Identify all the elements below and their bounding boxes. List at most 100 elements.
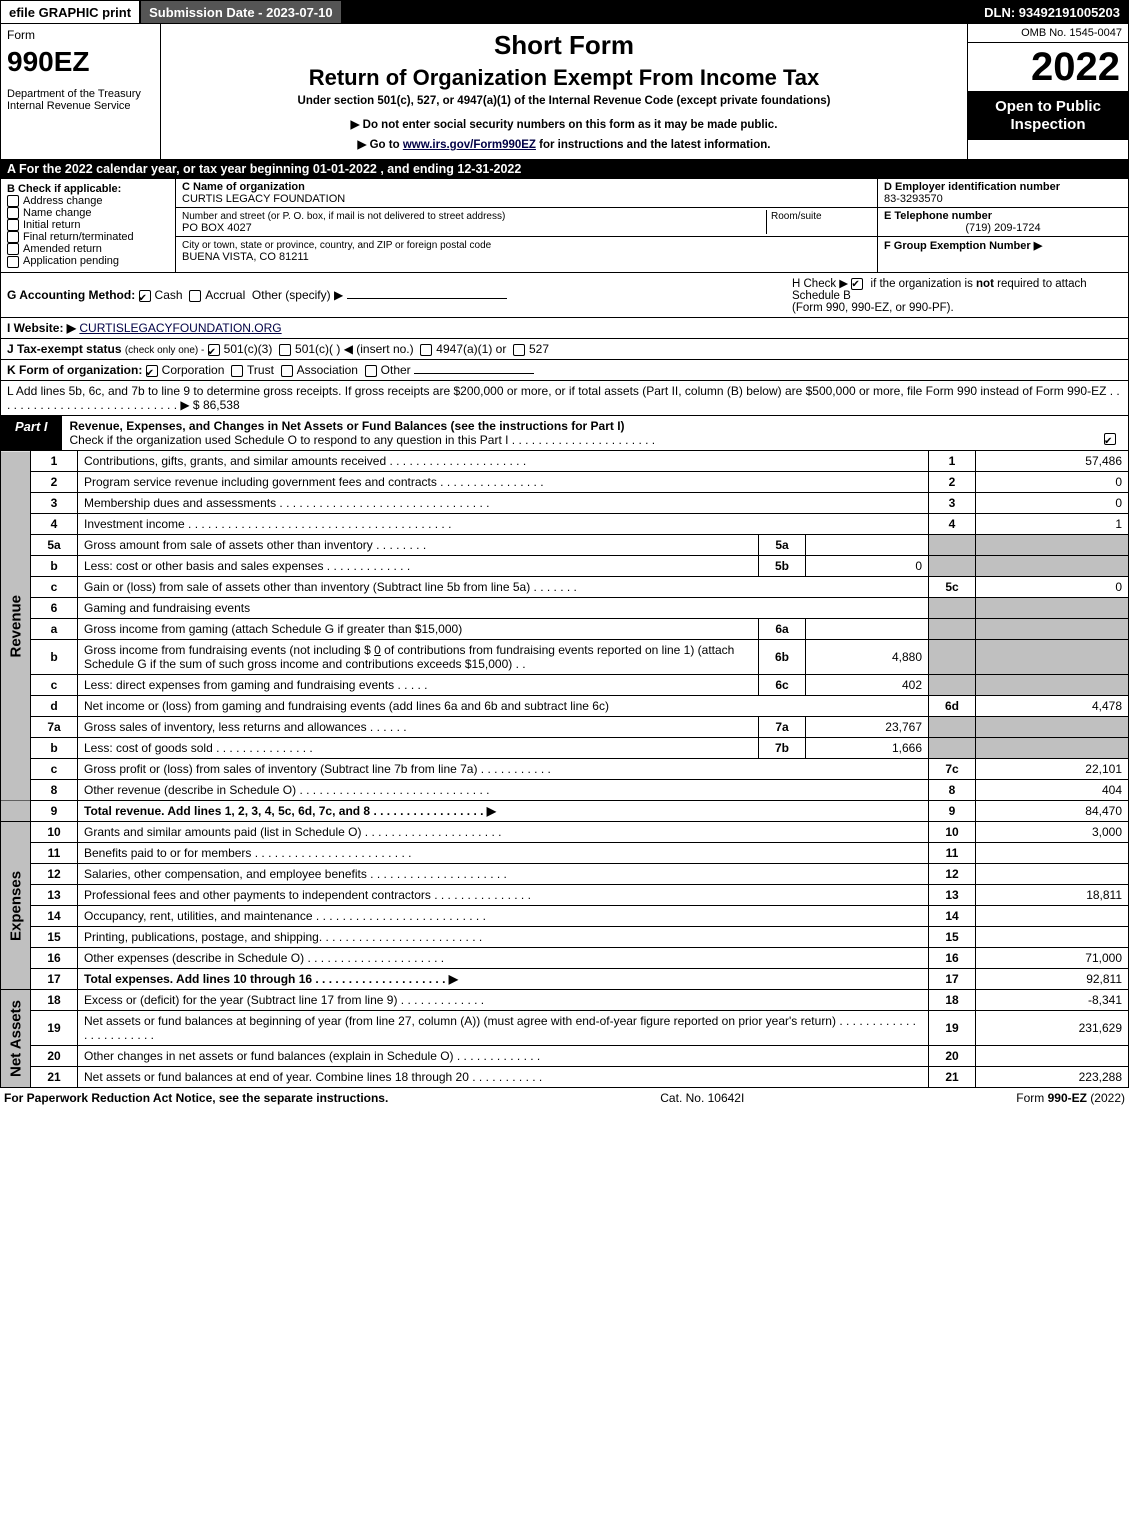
g-accounting: G Accounting Method: Cash Accrual Other …	[7, 288, 507, 302]
addr-label: Number and street (or P. O. box, if mail…	[182, 211, 505, 222]
line-14: 14Occupancy, rent, utilities, and mainte…	[1, 906, 1129, 927]
line-15: 15Printing, publications, postage, and s…	[1, 927, 1129, 948]
submission-date: Submission Date - 2023-07-10	[141, 1, 343, 23]
line-12: 12Salaries, other compensation, and empl…	[1, 864, 1129, 885]
f-label: F Group Exemption Number ▶	[884, 240, 1042, 252]
line-6c: cLess: direct expenses from gaming and f…	[1, 675, 1129, 696]
chk-other-org[interactable]	[365, 365, 377, 377]
other-specify: Other (specify) ▶	[252, 288, 343, 302]
section-bcd: B Check if applicable: Address change Na…	[0, 179, 1129, 273]
row-i: I Website: ▶ CURTISLEGACYFOUNDATION.ORG	[0, 318, 1129, 339]
part1-title: Revenue, Expenses, and Changes in Net As…	[62, 416, 1128, 450]
h-block: H Check ▶ if the organization is not req…	[792, 276, 1122, 314]
chk-initial-return[interactable]: Initial return	[7, 219, 169, 231]
line-13: 13Professional fees and other payments t…	[1, 885, 1129, 906]
chk-501c[interactable]	[279, 344, 291, 356]
top-bar-spacer	[343, 1, 977, 23]
j-small: (check only one) -	[125, 345, 204, 356]
omb: OMB No. 1545-0047	[968, 24, 1128, 43]
right-header-cell: OMB No. 1545-0047 2022 Open to Public In…	[968, 24, 1128, 159]
line-1: Revenue 1 Contributions, gifts, grants, …	[1, 451, 1129, 472]
line-19: 19Net assets or fund balances at beginni…	[1, 1011, 1129, 1046]
part1-tag: Part I	[1, 416, 62, 450]
form-word: Form	[7, 28, 154, 42]
dept-treasury: Department of the Treasury	[7, 88, 154, 100]
org-name: CURTIS LEGACY FOUNDATION	[182, 193, 345, 205]
col-b: B Check if applicable: Address change Na…	[1, 179, 176, 272]
website-link[interactable]: CURTISLEGACYFOUNDATION.ORG	[79, 321, 281, 335]
irs-link[interactable]: www.irs.gov/Form990EZ	[403, 139, 536, 151]
chk-501c3[interactable]	[208, 344, 220, 356]
part1-header: Part I Revenue, Expenses, and Changes in…	[0, 416, 1129, 451]
ein: 83-3293570	[884, 193, 943, 205]
room-label: Room/suite	[771, 211, 822, 222]
row-a: A For the 2022 calendar year, or tax yea…	[0, 160, 1129, 179]
city-label: City or town, state or province, country…	[182, 240, 491, 251]
footer-left: For Paperwork Reduction Act Notice, see …	[4, 1091, 388, 1105]
line-8: 8Other revenue (describe in Schedule O) …	[1, 780, 1129, 801]
chk-527[interactable]	[513, 344, 525, 356]
chk-name-change[interactable]: Name change	[7, 207, 169, 219]
form-header: Form 990EZ Department of the Treasury In…	[0, 24, 1129, 160]
line-4: 4Investment income . . . . . . . . . . .…	[1, 514, 1129, 535]
line-5c: cGain or (loss) from sale of assets othe…	[1, 577, 1129, 598]
line-9: 9 Total revenue. Add lines 1, 2, 3, 4, 5…	[1, 801, 1129, 822]
row-j: J Tax-exempt status (check only one) - 5…	[0, 339, 1129, 360]
line-16: 16Other expenses (describe in Schedule O…	[1, 948, 1129, 969]
chk-address-change[interactable]: Address change	[7, 195, 169, 207]
telephone: (719) 209-1724	[884, 222, 1122, 234]
open-public: Open to Public Inspection	[968, 92, 1128, 140]
k-label: K Form of organization:	[7, 363, 142, 377]
form-number: 990EZ	[7, 46, 154, 78]
b-label: B Check if applicable:	[7, 183, 169, 195]
chk-amended-return[interactable]: Amended return	[7, 243, 169, 255]
title-cell: Short Form Return of Organization Exempt…	[161, 24, 968, 159]
chk-cash[interactable]	[139, 290, 151, 302]
chk-final-return[interactable]: Final return/terminated	[7, 231, 169, 243]
line-7c: cGross profit or (loss) from sales of in…	[1, 759, 1129, 780]
part1-check-line: Check if the organization used Schedule …	[70, 433, 656, 447]
chk-assoc[interactable]	[281, 365, 293, 377]
line-21: 21Net assets or fund balances at end of …	[1, 1067, 1129, 1088]
chk-application-pending[interactable]: Application pending	[7, 255, 169, 267]
tax-year: 2022	[968, 43, 1128, 92]
d-label: D Employer identification number	[884, 181, 1060, 193]
efile-print[interactable]: efile GRAPHIC print	[1, 1, 141, 23]
line-5b: bLess: cost or other basis and sales exp…	[1, 556, 1129, 577]
page-footer: For Paperwork Reduction Act Notice, see …	[0, 1088, 1129, 1105]
row-k: K Form of organization: Corporation Trus…	[0, 360, 1129, 381]
chk-4947[interactable]	[420, 344, 432, 356]
row-l: L Add lines 5b, 6c, and 7b to line 9 to …	[0, 381, 1129, 416]
chk-corp[interactable]	[146, 365, 158, 377]
chk-schedule-o[interactable]	[1104, 433, 1116, 445]
line-17: 17Total expenses. Add lines 10 through 1…	[1, 969, 1129, 990]
sidebar-expenses: Expenses	[1, 822, 31, 990]
footer-right: Form 990-EZ (2022)	[1016, 1091, 1125, 1105]
line-2: 2Program service revenue including gover…	[1, 472, 1129, 493]
line-11: 11Benefits paid to or for members . . . …	[1, 843, 1129, 864]
sidebar-net-assets: Net Assets	[1, 990, 31, 1088]
l-text: L Add lines 5b, 6c, and 7b to line 9 to …	[7, 384, 1120, 412]
c-label: C Name of organization	[182, 181, 305, 193]
goto-pre: ▶ Go to	[358, 139, 403, 151]
g-label: G Accounting Method:	[7, 288, 135, 302]
chk-trust[interactable]	[231, 365, 243, 377]
street-address: PO BOX 4027	[182, 222, 252, 234]
dln: DLN: 93492191005203	[976, 1, 1128, 23]
short-form-label: Short Form	[171, 30, 957, 61]
line-3: 3Membership dues and assessments . . . .…	[1, 493, 1129, 514]
line-6: 6Gaming and fundraising events	[1, 598, 1129, 619]
line-7b: bLess: cost of goods sold . . . . . . . …	[1, 738, 1129, 759]
sidebar-revenue: Revenue	[1, 451, 31, 801]
chk-accrual[interactable]	[189, 290, 201, 302]
irs: Internal Revenue Service	[7, 100, 154, 112]
line-7a: 7aGross sales of inventory, less returns…	[1, 717, 1129, 738]
footer-center: Cat. No. 10642I	[660, 1091, 744, 1105]
i-label: I Website: ▶	[7, 321, 76, 335]
form-id-cell: Form 990EZ Department of the Treasury In…	[1, 24, 161, 159]
row-g-h: G Accounting Method: Cash Accrual Other …	[0, 273, 1129, 318]
chk-h[interactable]	[851, 278, 863, 290]
city-state-zip: BUENA VISTA, CO 81211	[182, 251, 309, 263]
e-label: E Telephone number	[884, 210, 992, 222]
col-d: D Employer identification number 83-3293…	[878, 179, 1128, 272]
